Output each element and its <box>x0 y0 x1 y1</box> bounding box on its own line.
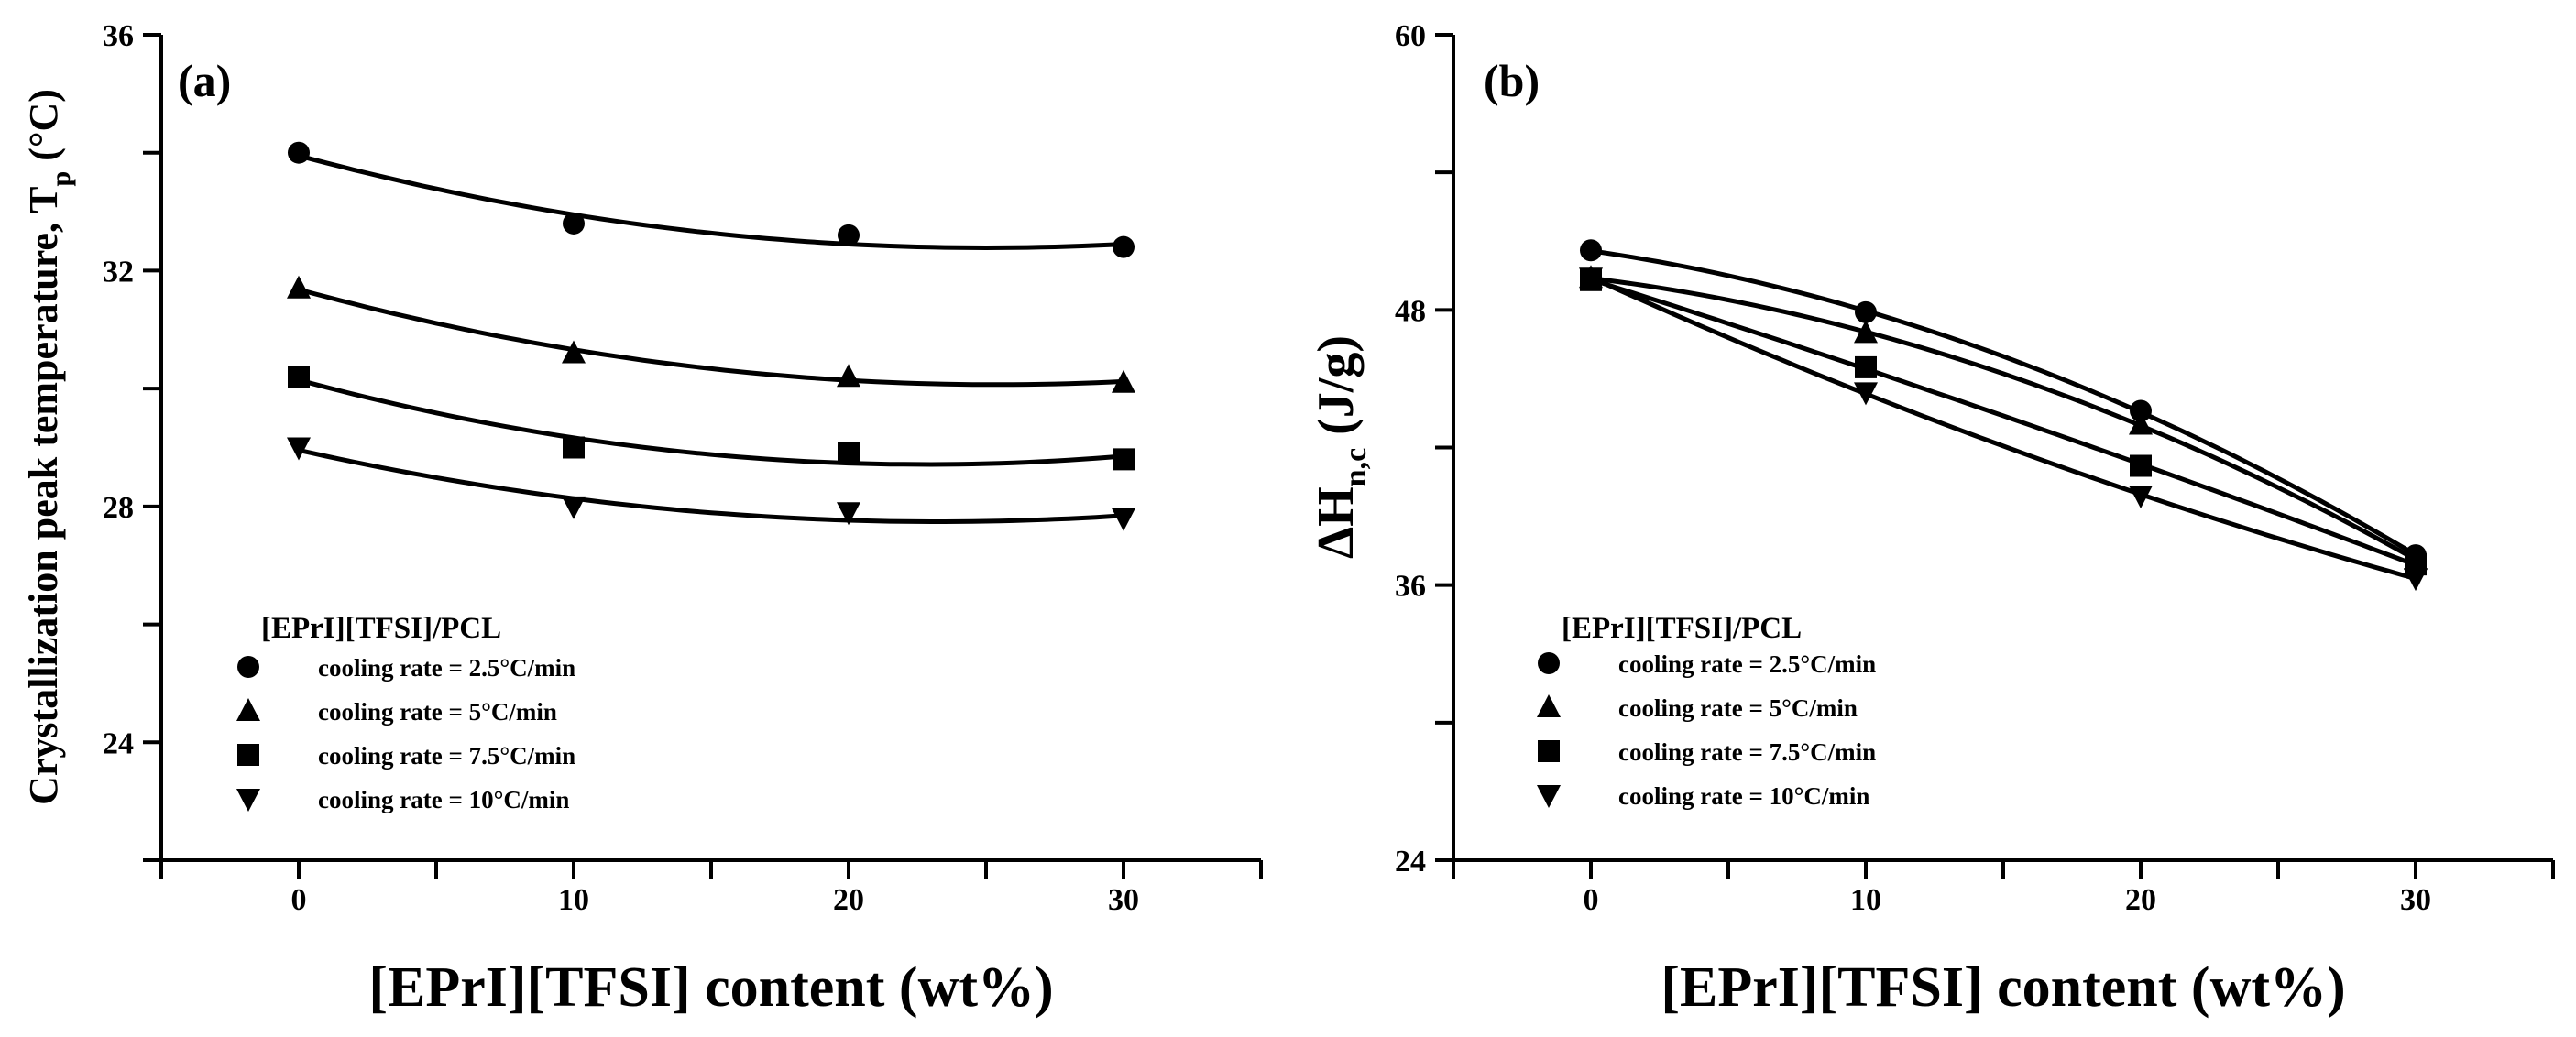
legend-entry: cooling rate = 7.5°C/min <box>318 742 575 770</box>
data-point <box>562 496 586 519</box>
legend-marker <box>236 698 260 721</box>
y-tick-label: 24 <box>1395 845 1426 879</box>
panel-label: (a) <box>178 55 231 106</box>
x-tick-label: 0 <box>291 883 307 917</box>
legend-marker <box>236 789 260 812</box>
x-axis-title: [EPrI][TFSI] content (wt%) <box>368 956 1053 1019</box>
data-point <box>563 436 585 459</box>
legend-marker <box>1538 652 1560 674</box>
data-point <box>1855 355 1877 378</box>
x-tick-label: 20 <box>833 883 864 917</box>
x-tick-label: 20 <box>2125 883 2156 917</box>
x-tick-label: 0 <box>1584 883 1599 917</box>
data-point <box>1579 267 1603 291</box>
panel-b: 0 10 20 30 24 36 48 60 (b) [EPrI][TFSI] content… <box>1308 19 2555 1019</box>
y-axis-title-unit: (J/g) <box>1308 335 1365 448</box>
y-tick-label: 60 <box>1395 19 1426 53</box>
data-point <box>2130 454 2152 477</box>
y-tick-label: 48 <box>1395 294 1426 328</box>
legend-entry: cooling rate = 2.5°C/min <box>1618 650 1876 678</box>
legend-entry: cooling rate = 5°C/min <box>1618 694 1858 722</box>
x-tick-label: 30 <box>1108 883 1139 917</box>
legend-title: [EPrI][TFSI]/PCL <box>1562 612 1802 645</box>
data-point <box>1580 239 1602 262</box>
legend: [EPrI][TFSI]/PCL cooling rate = 2.5°C/mi… <box>236 612 575 813</box>
legend-entry: cooling rate = 7.5°C/min <box>1618 738 1876 766</box>
data-point <box>1854 320 1878 344</box>
legend-entry: cooling rate = 5°C/min <box>318 698 557 726</box>
fit-line <box>1590 248 2417 557</box>
fit-line <box>1589 275 2417 582</box>
x-tick-label: 10 <box>558 883 589 917</box>
data-point <box>838 224 860 246</box>
panel-label: (b) <box>1484 55 1540 106</box>
data-point <box>288 141 310 164</box>
y-tick-label: 24 <box>103 726 134 760</box>
data-point <box>288 366 310 388</box>
x-tick-label: 10 <box>1850 883 1881 917</box>
x-axis-title: [EPrI][TFSI] content (wt%) <box>1661 956 2345 1019</box>
data-point <box>1112 508 1135 531</box>
y-axis-title-unit: (°C) <box>21 89 66 171</box>
legend-title: [EPrI][TFSI]/PCL <box>261 612 501 645</box>
legend-entry: cooling rate = 2.5°C/min <box>318 654 575 682</box>
fit-line <box>298 153 1124 251</box>
legend-marker <box>237 656 259 678</box>
y-axis-title-sub: n,c <box>1339 448 1373 487</box>
data-point <box>2130 399 2152 422</box>
fit-line <box>298 447 1124 524</box>
data-point <box>837 364 860 388</box>
fit-line <box>1590 277 2417 568</box>
y-axis-title-main: ΔH <box>1308 486 1365 559</box>
data-point <box>837 502 860 526</box>
y-tick-label: 36 <box>1395 570 1426 604</box>
legend-marker <box>237 744 259 766</box>
legend-marker <box>1538 740 1560 762</box>
y-tick-label: 32 <box>103 255 134 289</box>
y-axis-title-main: Crystallization peak temperature, T <box>21 186 66 804</box>
data-point <box>2129 486 2153 509</box>
data-point <box>1854 382 1878 406</box>
x-tick-label: 30 <box>2400 883 2431 917</box>
data-point <box>1113 448 1135 471</box>
data-point <box>1855 300 1877 323</box>
fit-line <box>298 377 1124 467</box>
data-point <box>287 437 311 461</box>
y-axis-title: ΔHn,c (J/g) <box>1308 335 1373 559</box>
legend: [EPrI][TFSI]/PCL cooling rate = 2.5°C/mi… <box>1537 612 1876 810</box>
data-point <box>1112 369 1135 393</box>
data-point <box>2404 568 2428 592</box>
y-axis-title: Crystallization peak temperature, Tp (°C… <box>21 89 76 805</box>
fit-line <box>1590 276 2417 562</box>
y-tick-label: 28 <box>103 491 134 525</box>
legend-marker <box>1537 785 1561 808</box>
y-axis-title-sub: p <box>46 171 76 187</box>
data-point <box>562 340 586 364</box>
data-point <box>1113 235 1135 258</box>
data-point <box>563 212 585 235</box>
legend-entry: cooling rate = 10°C/min <box>318 786 569 813</box>
data-point <box>287 275 311 299</box>
fit-line <box>298 287 1124 388</box>
legend-entry: cooling rate = 10°C/min <box>1618 782 1869 810</box>
data-point <box>2129 411 2153 435</box>
data-point <box>838 442 860 464</box>
y-tick-label: 36 <box>103 19 134 53</box>
panel-a: 0 10 20 30 24 28 32 36 (a) [EPrI][TFSI] content… <box>21 19 1263 1019</box>
legend-marker <box>1537 694 1561 717</box>
